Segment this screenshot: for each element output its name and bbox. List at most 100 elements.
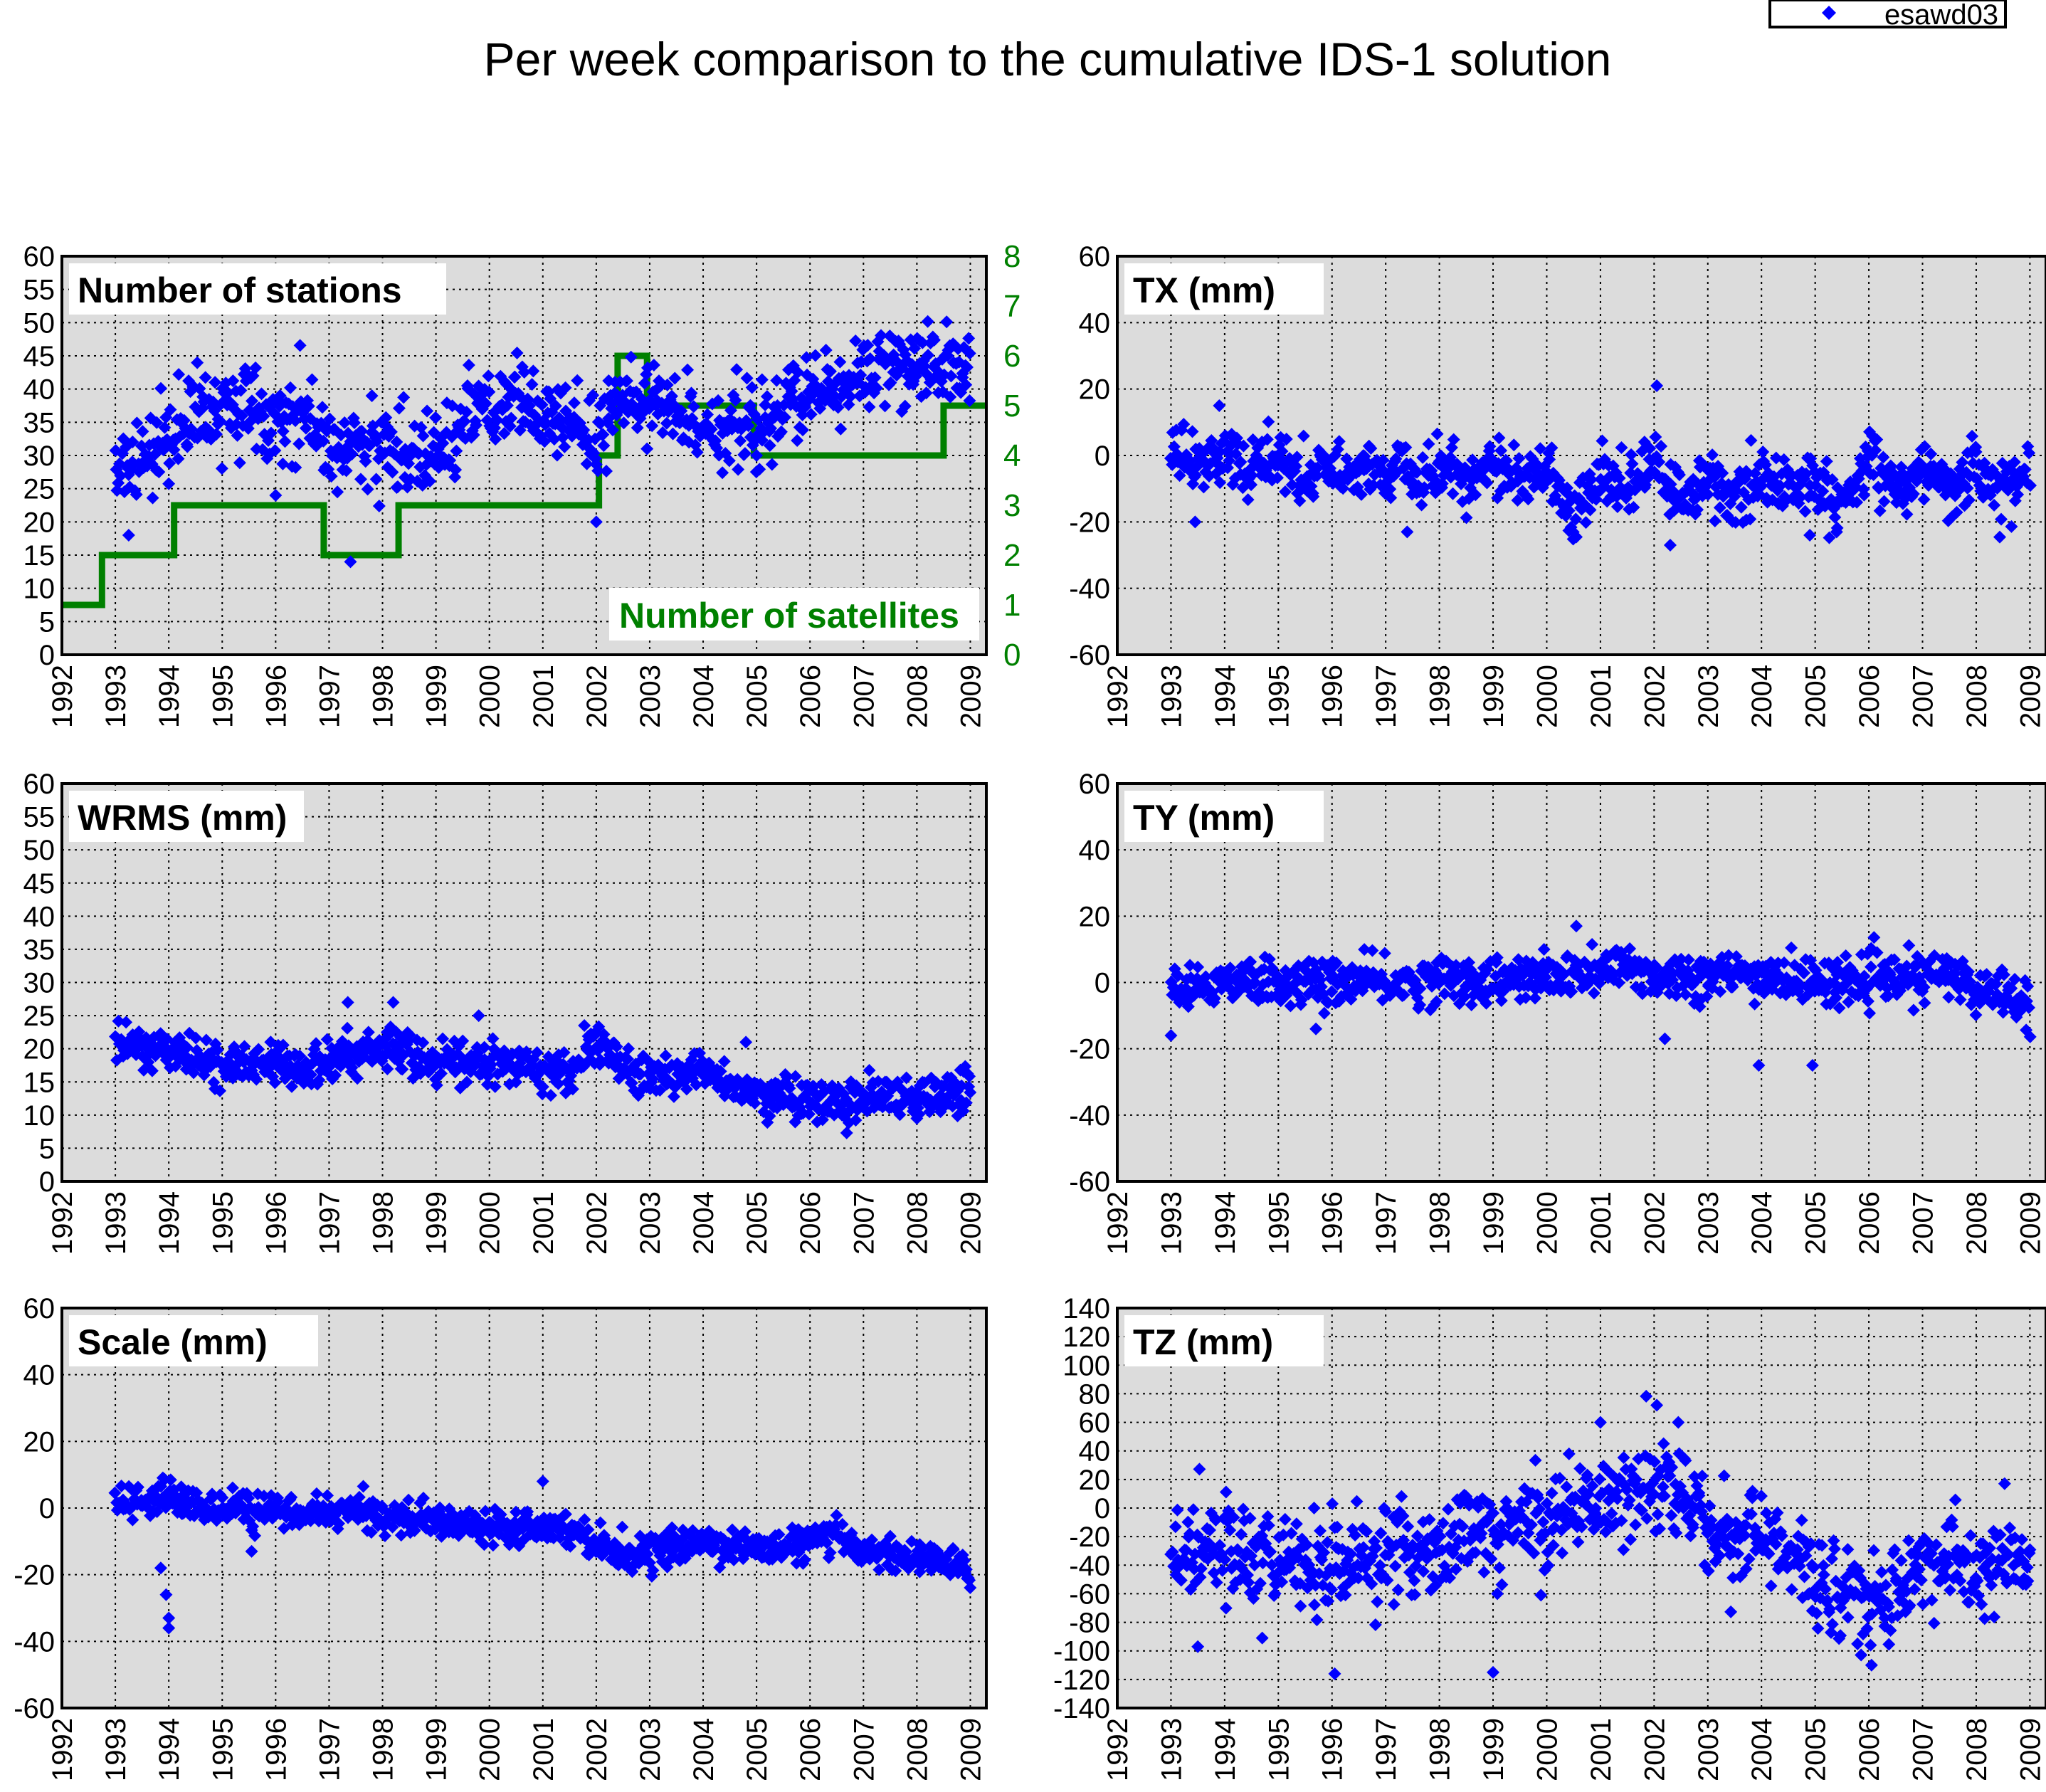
satellites-label: Number of satellites <box>619 596 959 636</box>
x-tick-label: 2009 <box>955 665 986 728</box>
panel-label-text: Number of stations <box>78 270 402 310</box>
data-point <box>163 456 176 470</box>
data-point <box>785 384 798 398</box>
x-tick-label: 2005 <box>742 1718 773 1781</box>
data-point <box>647 358 660 371</box>
y-tick-label: 40 <box>1079 307 1111 339</box>
data-point <box>505 411 518 425</box>
data-point <box>370 434 384 448</box>
data-point <box>606 423 620 437</box>
x-tick-label: 1992 <box>1102 665 1134 728</box>
x-tick-label: 1997 <box>314 1718 345 1781</box>
data-point <box>666 427 680 441</box>
x-tick-label: 2005 <box>1800 665 1832 728</box>
data-point <box>705 423 718 436</box>
data-point <box>525 378 539 391</box>
data-point <box>338 416 352 430</box>
x-tick-label: 2003 <box>1693 1191 1724 1255</box>
data-point <box>870 381 883 395</box>
data-point <box>558 440 571 453</box>
data-point <box>712 394 725 407</box>
data-point <box>823 364 837 378</box>
data-point <box>154 381 168 395</box>
data-point <box>510 347 524 360</box>
y-tick-label: 0 <box>1095 968 1110 999</box>
y-tick-label: -40 <box>1069 1100 1110 1132</box>
x-tick-label: 1992 <box>1102 1191 1134 1255</box>
data-point <box>255 387 268 401</box>
y-tick-label: 0 <box>39 1493 55 1524</box>
x-tick-label: 1998 <box>1425 1191 1456 1255</box>
data-point <box>292 437 306 450</box>
x-tick-label: 2006 <box>795 1718 826 1781</box>
data-point <box>527 364 540 378</box>
data-point <box>289 414 302 428</box>
data-point <box>299 421 312 435</box>
data-point <box>854 369 868 382</box>
data-point <box>215 462 228 475</box>
data-point <box>813 401 827 415</box>
panel-label-text: TY (mm) <box>1133 798 1275 838</box>
data-point <box>386 465 399 479</box>
x-tick-label: 2003 <box>1693 665 1724 728</box>
data-point <box>922 349 935 362</box>
x-tick-label: 1999 <box>421 1191 453 1255</box>
data-point <box>450 444 463 458</box>
data-point <box>668 371 682 385</box>
data-point <box>547 433 561 446</box>
data-point <box>500 399 514 412</box>
y-tick-label: 40 <box>23 901 56 932</box>
data-point <box>517 366 531 379</box>
data-point <box>293 339 307 352</box>
data-point <box>774 425 788 438</box>
data-point <box>199 371 212 384</box>
panel-label: TY (mm) <box>1124 791 1324 842</box>
x-axis: 1992 1993 1994 1995 1996 1997 1998 1999 2000 2001… <box>47 1191 986 1255</box>
x-tick-label: 2001 <box>528 665 559 728</box>
y2-tick-label: 8 <box>1003 239 1021 274</box>
x-tick-label: 1995 <box>207 1191 238 1255</box>
y-tick-label: 55 <box>23 802 56 833</box>
data-point <box>849 334 863 347</box>
data-point <box>729 394 742 407</box>
data-point <box>759 399 772 412</box>
y-tick-label: 45 <box>23 868 56 900</box>
data-point <box>246 394 259 408</box>
data-point <box>755 373 769 386</box>
y-tick-label: 60 <box>23 241 56 273</box>
y2-tick-label: 2 <box>1003 538 1021 573</box>
data-point <box>586 389 600 402</box>
data-point <box>567 396 581 410</box>
data-point <box>596 428 610 441</box>
x-tick-label: 2007 <box>1908 1191 1939 1255</box>
data-point <box>316 401 329 414</box>
data-point <box>685 386 698 400</box>
x-tick-label: 2005 <box>1800 1191 1832 1255</box>
data-point <box>927 333 941 347</box>
data-point <box>875 329 888 342</box>
data-point <box>624 350 638 364</box>
panel-label: TX (mm) <box>1124 263 1324 315</box>
data-point <box>467 428 480 442</box>
legend: esawd03 <box>1768 0 2007 31</box>
data-point <box>234 384 248 397</box>
data-point <box>819 343 833 357</box>
data-point <box>273 389 287 402</box>
data-point <box>681 363 695 376</box>
data-point <box>631 421 644 435</box>
y-tick-label: 30 <box>23 968 56 999</box>
data-point <box>753 463 766 476</box>
y-tick-label: 15 <box>23 540 56 571</box>
x-tick-label: 1993 <box>100 665 132 728</box>
data-point <box>257 409 270 423</box>
data-point <box>571 374 584 387</box>
data-point <box>305 373 319 386</box>
data-point <box>392 401 406 415</box>
data-point <box>390 436 404 449</box>
y-tick-label: -40 <box>14 1626 55 1657</box>
data-point <box>497 427 511 441</box>
data-point <box>397 391 411 404</box>
data-point <box>878 399 892 413</box>
data-point <box>764 421 778 435</box>
